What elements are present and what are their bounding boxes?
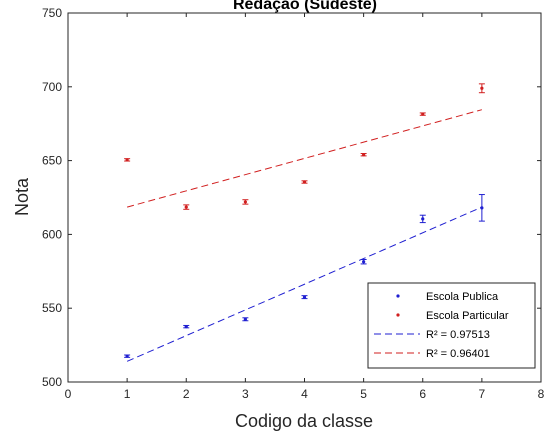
legend-label: Escola Publica bbox=[426, 291, 499, 303]
data-point bbox=[125, 354, 129, 358]
data-point bbox=[184, 325, 188, 329]
legend-label: R² = 0.96401 bbox=[426, 348, 490, 360]
error-bar-point bbox=[124, 158, 131, 162]
data-point bbox=[362, 260, 366, 264]
data-point bbox=[302, 295, 307, 299]
legend-entry: R² = 0.96401 bbox=[374, 348, 490, 360]
x-tick-label: 6 bbox=[419, 387, 426, 401]
legend-label: Escola Particular bbox=[426, 310, 509, 322]
x-tick-label: 8 bbox=[538, 387, 545, 401]
data-point bbox=[362, 153, 366, 157]
data-point bbox=[421, 112, 425, 116]
data-point bbox=[302, 180, 307, 184]
legend: Escola Publica Escola Particular R² = 0.97… bbox=[367, 282, 536, 369]
legend-marker bbox=[396, 313, 400, 317]
y-tick-label: 500 bbox=[42, 375, 62, 389]
error-bar-point bbox=[419, 112, 426, 116]
error-bar-point bbox=[301, 295, 308, 300]
x-tick-label: 4 bbox=[301, 387, 308, 401]
legend-entry: Escola Particular bbox=[396, 310, 509, 322]
data-point bbox=[243, 317, 247, 321]
error-bar-point bbox=[478, 83, 485, 94]
legend-label: R² = 0.97513 bbox=[426, 329, 490, 341]
data-series bbox=[124, 83, 485, 358]
error-bar-point bbox=[301, 180, 308, 184]
fit-line bbox=[126, 109, 483, 208]
fit-lines bbox=[126, 109, 483, 362]
fit-line bbox=[126, 206, 483, 362]
y-tick-label: 550 bbox=[42, 301, 62, 315]
y-tick-label: 700 bbox=[42, 80, 62, 94]
chart-title: Redação (Sudeste) bbox=[233, 0, 377, 13]
axis-ticks: 0 1 2 3 4 5 6 7 8 500 550 600 650 700 750 bbox=[42, 6, 545, 401]
data-point bbox=[184, 205, 188, 209]
x-tick-label: 0 bbox=[65, 387, 72, 401]
y-tick-label: 650 bbox=[42, 154, 62, 168]
x-tick-label: 1 bbox=[124, 387, 131, 401]
error-bar-point bbox=[360, 258, 367, 265]
x-tick-label: 2 bbox=[183, 387, 190, 401]
error-bar-point bbox=[419, 214, 426, 224]
x-axis-label: Codigo da classe bbox=[235, 411, 373, 431]
error-bar-point bbox=[183, 204, 190, 210]
y-axis-label: Nota bbox=[12, 177, 32, 216]
x-tick-label: 5 bbox=[360, 387, 367, 401]
error-bar-point bbox=[124, 354, 131, 358]
legend-marker bbox=[396, 294, 400, 298]
data-point bbox=[243, 200, 247, 204]
error-bar-point bbox=[478, 194, 485, 222]
legend-box bbox=[367, 282, 536, 369]
error-bar-point bbox=[360, 153, 367, 157]
error-bar-point bbox=[183, 324, 190, 329]
legend-entry: Escola Publica bbox=[396, 291, 499, 303]
data-point bbox=[125, 158, 129, 162]
x-tick-label: 3 bbox=[242, 387, 249, 401]
x-tick-label: 7 bbox=[479, 387, 486, 401]
y-tick-label: 600 bbox=[42, 227, 62, 241]
error-bar-point bbox=[242, 317, 249, 322]
error-bar-point bbox=[242, 199, 249, 205]
data-point bbox=[480, 206, 484, 210]
data-point bbox=[480, 86, 484, 90]
data-point bbox=[421, 217, 425, 221]
legend-entry: R² = 0.97513 bbox=[374, 329, 490, 341]
y-tick-label: 750 bbox=[42, 6, 62, 20]
